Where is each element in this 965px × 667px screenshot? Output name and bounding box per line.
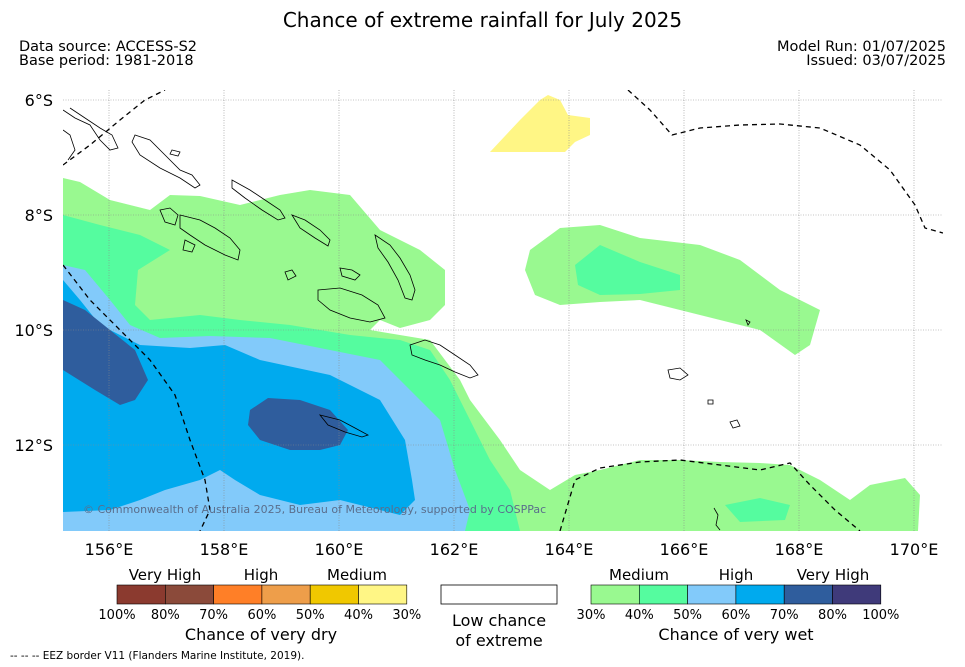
legend-low-chance: Low chance of extreme xyxy=(440,584,558,650)
legend-wet-swatch-3 xyxy=(735,584,785,605)
legend-dry-ticks: 100% 80% 70% 60% 50% 40% 30% xyxy=(98,608,421,623)
model-run-info: Model Run: 01/07/2025 Issued: 03/07/2025 xyxy=(776,39,946,69)
lat-label-8s: 8°S xyxy=(25,206,53,225)
legend-wet-tick-3: 60% xyxy=(721,608,750,623)
legend-wet-swatches xyxy=(590,584,882,605)
legend-wet-tick-2: 50% xyxy=(673,608,702,623)
model-run-text: Model Run: 01/07/2025 xyxy=(776,39,946,55)
fill-very-high-wet-south xyxy=(248,398,348,450)
legend-dry-level-very-high: Very High xyxy=(129,566,202,584)
legend-low-chance-line2: of extreme xyxy=(455,631,542,650)
fill-high-wet-low-south xyxy=(725,498,790,522)
lat-label-10s: 10°S xyxy=(14,321,53,340)
issued-text: Issued: 03/07/2025 xyxy=(806,53,946,69)
fill-very-high-wet-low xyxy=(63,280,415,515)
longitude-labels: 156°E 158°E 160°E 162°E 164°E 166°E 168°… xyxy=(85,540,939,559)
lat-label-6s: 6°S xyxy=(25,91,53,110)
legend-wet-swatch-1 xyxy=(638,584,688,605)
legend-dry-swatch-5 xyxy=(358,584,408,605)
lon-label-160e: 160°E xyxy=(315,540,364,559)
map-title: Chance of extreme rainfall for July 2025 xyxy=(282,8,683,32)
legend-dry-tick-2: 70% xyxy=(199,608,228,623)
data-source-info: Data source: ACCESS-S2 Base period: 1981… xyxy=(19,39,198,69)
legend-dry-swatch-0 xyxy=(116,584,166,605)
legend-low-chance-line1: Low chance xyxy=(452,611,546,630)
legend-wet-tick-4: 70% xyxy=(770,608,799,623)
lon-label-170e: 170°E xyxy=(890,540,939,559)
legend-wet-level-high: High xyxy=(719,566,753,584)
lon-label-168e: 168°E xyxy=(775,540,824,559)
legend-wet-swatch-2 xyxy=(687,584,737,605)
lon-label-162e: 162°E xyxy=(430,540,479,559)
data-source-text: Data source: ACCESS-S2 xyxy=(19,39,198,55)
legend-dry-level-medium: Medium xyxy=(327,566,387,584)
legend-wet-swatch-4 xyxy=(783,584,833,605)
legend-dry-tick-5: 40% xyxy=(344,608,373,623)
legend-wet-tick-0: 30% xyxy=(577,608,606,623)
gridlines xyxy=(63,90,943,531)
lon-label-164e: 164°E xyxy=(545,540,594,559)
legend-wet-tick-5: 80% xyxy=(818,608,847,623)
lon-label-158e: 158°E xyxy=(200,540,249,559)
legend-dry-swatches xyxy=(116,584,408,605)
legend-wet-tick-1: 40% xyxy=(625,608,654,623)
base-period-text: Base period: 1981-2018 xyxy=(19,53,194,69)
legend-dry-swatch-1 xyxy=(165,584,214,605)
legend-dry-swatch-2 xyxy=(213,584,263,605)
legend-wet-level-very-high: Very High xyxy=(797,566,870,584)
legend-dry-level-high: High xyxy=(244,566,278,584)
fill-high-wet-low-central xyxy=(575,245,680,295)
lon-label-166e: 166°E xyxy=(660,540,709,559)
legend-dry-tick-0: 100% xyxy=(98,608,135,623)
legend-wet-swatch-5 xyxy=(832,584,882,605)
copyright-notice: © Commonwealth of Australia 2025, Bureau… xyxy=(83,503,547,516)
legend-dry-tick-6: 30% xyxy=(392,608,421,623)
legend-dry: Very High High Medium 100% 80% 70% 60% 50% 40… xyxy=(98,566,421,644)
legend-dry-caption: Chance of very dry xyxy=(185,625,337,644)
fill-very-high-wet-west xyxy=(63,300,148,405)
fill-medium-wet-islands xyxy=(290,195,340,250)
legend-wet-tick-6: 100% xyxy=(862,608,899,623)
legend-wet-caption: Chance of very wet xyxy=(658,625,813,644)
legend-wet: Medium High Very High 30% 40% 50% 60% 70% 80%… xyxy=(577,566,900,644)
coastlines xyxy=(63,107,751,531)
legend-low-chance-swatch xyxy=(440,584,558,605)
lat-label-12s: 12°S xyxy=(14,436,53,455)
legend-wet-ticks: 30% 40% 50% 60% 70% 80% 100% xyxy=(577,608,900,623)
legend-dry-swatch-3 xyxy=(261,584,311,605)
eez-borders xyxy=(63,90,943,531)
legend-wet-level-medium: Medium xyxy=(609,566,669,584)
legend-dry-tick-4: 50% xyxy=(296,608,325,623)
legend-dry-tick-1: 80% xyxy=(151,608,180,623)
eez-footer-note: -- -- -- EEZ border V11 (Flanders Marine… xyxy=(10,650,305,662)
legend-dry-swatch-4 xyxy=(309,584,359,605)
latitude-labels: 6°S 8°S 10°S 12°S xyxy=(14,91,53,455)
lon-label-156e: 156°E xyxy=(85,540,134,559)
legend-dry-tick-3: 60% xyxy=(247,608,276,623)
fill-dry-medium xyxy=(490,95,590,152)
legend-wet-swatch-0 xyxy=(590,584,640,605)
probability-fills xyxy=(63,95,920,531)
